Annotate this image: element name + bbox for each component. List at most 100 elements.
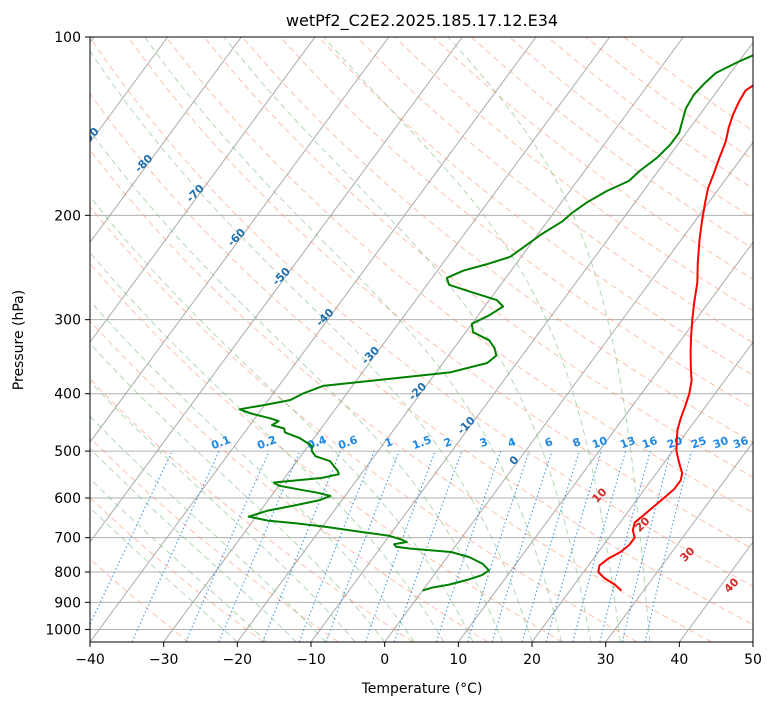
moist-adiabat-line (223, 37, 592, 642)
isotherm-line (90, 37, 463, 543)
y-axis-title: Pressure (hPa) (11, 290, 27, 390)
mixing-ratio-line (644, 450, 693, 642)
y-axis: 100 200 300 400 500 600 700 800 900 1000 (45, 30, 90, 638)
dry-adiabat-line (90, 37, 753, 587)
dry-adiabat-line (356, 37, 753, 344)
isotherm-line (310, 41, 753, 642)
mixing-ratio-label: 0.6 (336, 433, 359, 452)
dry-adiabat-line (90, 93, 753, 626)
x-tick-label: 30 (597, 652, 615, 668)
isotherm-line (384, 141, 753, 642)
moist-adiabat-line (323, 37, 621, 642)
y-tick-label: 200 (54, 208, 81, 224)
mixing-ratio-line (435, 450, 502, 642)
mixing-ratio-line (572, 450, 627, 642)
mixing-ratio-label: 8 (571, 435, 583, 450)
x-tick-label: −30 (149, 652, 179, 668)
y-tick-label: 900 (54, 595, 81, 611)
moist-adiabat-line (90, 415, 327, 642)
x-tick-label: 0 (380, 652, 389, 668)
mixing-ratio-line (599, 450, 651, 642)
dry-adiabat-line (90, 149, 712, 642)
isotherm-line (605, 441, 753, 642)
moist-adiabat-line (90, 50, 533, 642)
dry-adiabat-line (318, 37, 753, 376)
x-tick-label: 10 (449, 652, 467, 668)
mixing-ratio-line (298, 450, 375, 642)
moist-adiabat-line (90, 447, 297, 642)
mixing-ratio-line (491, 450, 553, 642)
dry-adiabat-line (127, 37, 753, 550)
mixing-ratio-label: 30 (711, 434, 730, 452)
moist-adiabat-line (90, 342, 386, 642)
mixing-ratio-label: 20 (665, 434, 684, 452)
mixing-ratio-line (521, 450, 580, 642)
mixing-ratio-line (364, 450, 436, 642)
mixing-ratio-label: 25 (689, 434, 708, 451)
y-tick-label: 100 (54, 30, 81, 46)
mixing-ratio-label: 10 (590, 434, 609, 452)
x-tick-label: 50 (744, 652, 762, 668)
moist-adiabat-line (90, 478, 268, 642)
isotherm-line (90, 37, 390, 443)
mixing-ratio-label: 1 (383, 435, 395, 450)
dewpoint-profile-line (238, 54, 753, 592)
mixing-ratio-label: 0.1 (209, 433, 232, 452)
x-tick-label: −40 (75, 652, 105, 668)
isotherm-line (163, 37, 611, 642)
mixing-ratio-line (325, 450, 400, 642)
isotherm-label: -90 (78, 125, 101, 148)
moist-adiabat-line (90, 506, 238, 642)
isotherm-line (236, 37, 684, 642)
mixing-ratio-line (545, 450, 602, 642)
dry-adiabat-line (165, 37, 753, 514)
y-tick-label: 600 (54, 491, 81, 507)
mixing-ratio-label: 1.5 (410, 433, 433, 452)
mixing-ratio-label: 3 (478, 435, 490, 450)
mixing-ratio-line (393, 450, 463, 642)
isotherm-line (90, 37, 169, 144)
dry-adiabat-line (90, 205, 638, 642)
x-tick-label: 20 (523, 652, 541, 668)
mixing-ratio-line (218, 450, 301, 642)
y-tick-label: 700 (54, 531, 81, 547)
plot-frame (89, 36, 754, 643)
mixing-ratio-label: 2 (442, 435, 454, 450)
dry-adiabat-line (90, 262, 563, 642)
y-tick-label: 500 (54, 444, 81, 460)
isotherm-line (90, 37, 242, 244)
mixing-ratio-line (621, 450, 672, 642)
y-tick-label: 300 (54, 313, 81, 329)
mixing-ratio-label: 0.2 (255, 433, 278, 452)
dry-adiabat-line (280, 37, 753, 410)
mixing-ratio-line (262, 450, 342, 642)
moist-adiabat-line (90, 129, 503, 642)
moist-adiabat-line (144, 37, 562, 642)
mixing-ratio-label: 6 (543, 435, 555, 450)
y-tick-label: 800 (54, 565, 81, 581)
x-tick-label: −10 (296, 652, 326, 668)
background-lines (90, 37, 753, 642)
moist-adiabat-line (90, 300, 415, 642)
x-tick-label: 40 (670, 652, 688, 668)
mixing-ratio-label: 13 (618, 434, 637, 451)
y-tick-label: 400 (54, 387, 81, 403)
x-tick-label: −20 (223, 652, 253, 668)
moist-adiabat-line (90, 251, 445, 642)
mixing-ratio-label: 36 (731, 434, 750, 452)
mixing-ratio-line (185, 450, 270, 642)
mixing-ratio-label: 16 (640, 434, 659, 452)
mixing-ratio-line (466, 450, 530, 642)
temperature-profile-line (597, 84, 753, 592)
chart-title: wetPf2_C2E2.2025.185.17.12.E34 (286, 11, 558, 31)
moist-adiabat-line (447, 37, 651, 642)
x-axis: −40 −30 −20 −10 0 10 20 30 40 50 (75, 642, 762, 668)
isotherm-line (90, 37, 316, 344)
isotherm-line (90, 37, 537, 642)
x-axis-title: Temperature (°C) (361, 681, 483, 697)
y-tick-label: 1000 (45, 622, 81, 638)
mixing-ratio-label: 4 (506, 435, 518, 450)
dry-adiabat-line (90, 378, 414, 642)
